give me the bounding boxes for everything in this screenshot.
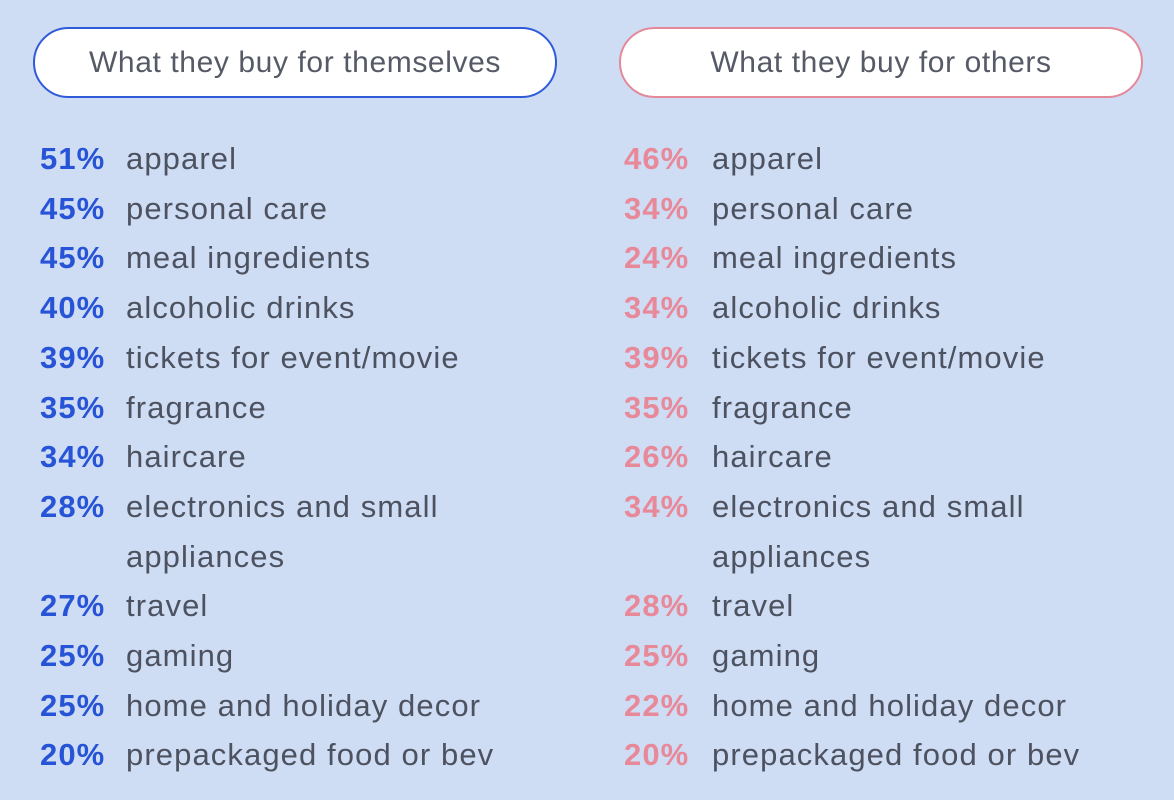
item-list: 51% apparel 45% personal care 45% meal ingred… <box>33 134 557 780</box>
item-label: travel <box>712 588 795 624</box>
item-percent: 24% <box>624 240 690 276</box>
item-percent: 46% <box>624 141 690 176</box>
item-percent: 35% <box>624 389 690 425</box>
item-label: tickets for event/movie <box>712 339 1046 375</box>
item: 26% haircare <box>619 432 1143 482</box>
item: 34% haircare <box>33 432 557 482</box>
item-percent: 22% <box>624 687 690 723</box>
item-label: electronics and small appliances <box>126 488 439 574</box>
item-label: fragrance <box>126 389 267 425</box>
item: 45% meal ingredients <box>33 233 557 283</box>
item-label: personal care <box>126 190 329 226</box>
item: 25% gaming <box>33 631 557 681</box>
item-label: meal ingredients <box>126 240 372 276</box>
item-percent: 34% <box>40 439 106 475</box>
item-label: prepackaged food or bev <box>126 737 495 773</box>
item-label: haircare <box>126 439 247 475</box>
item-label: alcoholic drinks <box>712 290 942 326</box>
item: 24% meal ingredients <box>619 233 1143 283</box>
item-percent: 45% <box>40 190 106 226</box>
item: 20% prepackaged food or bev <box>33 730 557 780</box>
item-label: gaming <box>712 638 821 674</box>
item-label: prepackaged food or bev <box>712 737 1081 773</box>
item-list: 46% apparel 34% personal care 24% meal ingred… <box>619 134 1143 780</box>
column: What they buy for themselves 51% apparel 4… <box>33 27 557 780</box>
item-label: alcoholic drinks <box>126 290 356 326</box>
item: 25% home and holiday decor <box>33 681 557 731</box>
item: 35% fragrance <box>33 383 557 433</box>
item-label: home and holiday decor <box>126 687 482 723</box>
item: 45% personal care <box>33 184 557 234</box>
item: 27% travel <box>33 581 557 631</box>
item-percent: 39% <box>40 339 106 375</box>
item: 46% apparel <box>619 134 1143 184</box>
item-percent: 40% <box>40 290 106 326</box>
item-percent: 39% <box>624 339 690 375</box>
item-label: travel <box>126 588 209 624</box>
column: What they buy for others 46% apparel 34% pe… <box>619 27 1143 780</box>
item-percent: 28% <box>624 588 690 624</box>
item-percent: 34% <box>624 488 690 524</box>
item-label: personal care <box>712 190 915 226</box>
item-percent: 45% <box>40 240 106 276</box>
item-percent: 51% <box>40 141 106 176</box>
item-percent: 34% <box>624 290 690 326</box>
item-label: apparel <box>126 141 238 176</box>
item-percent: 20% <box>624 737 690 773</box>
item: 34% alcoholic drinks <box>619 283 1143 333</box>
item: 51% apparel <box>33 134 557 184</box>
item-percent: 25% <box>624 638 690 674</box>
item-percent: 35% <box>40 389 106 425</box>
item: 35% fragrance <box>619 383 1143 433</box>
item-label: haircare <box>712 439 833 475</box>
item: 28% electronics and small appliances <box>33 482 557 581</box>
item-percent: 25% <box>40 638 106 674</box>
item: 34% personal care <box>619 184 1143 234</box>
item-label: meal ingredients <box>712 240 958 276</box>
item-percent: 27% <box>40 588 106 624</box>
item: 39% tickets for event/movie <box>33 333 557 383</box>
item: 22% home and holiday decor <box>619 681 1143 731</box>
item-label: electronics and small appliances <box>712 488 1025 574</box>
item-percent: 34% <box>624 190 690 226</box>
item: 40% alcoholic drinks <box>33 283 557 333</box>
item-percent: 26% <box>624 439 690 475</box>
column-title: What they buy for others <box>619 27 1143 98</box>
item-label: tickets for event/movie <box>126 339 460 375</box>
column-title: What they buy for themselves <box>33 27 557 98</box>
item-label: fragrance <box>712 389 853 425</box>
item-label: gaming <box>126 638 235 674</box>
item-percent: 20% <box>40 737 106 773</box>
item-label: home and holiday decor <box>712 687 1068 723</box>
item: 28% travel <box>619 581 1143 631</box>
item: 25% gaming <box>619 631 1143 681</box>
item: 34% electronics and small appliances <box>619 482 1143 581</box>
item: 20% prepackaged food or bev <box>619 730 1143 780</box>
item-percent: 25% <box>40 687 106 723</box>
item-percent: 28% <box>40 488 106 524</box>
item-label: apparel <box>712 141 824 176</box>
item: 39% tickets for event/movie <box>619 333 1143 383</box>
